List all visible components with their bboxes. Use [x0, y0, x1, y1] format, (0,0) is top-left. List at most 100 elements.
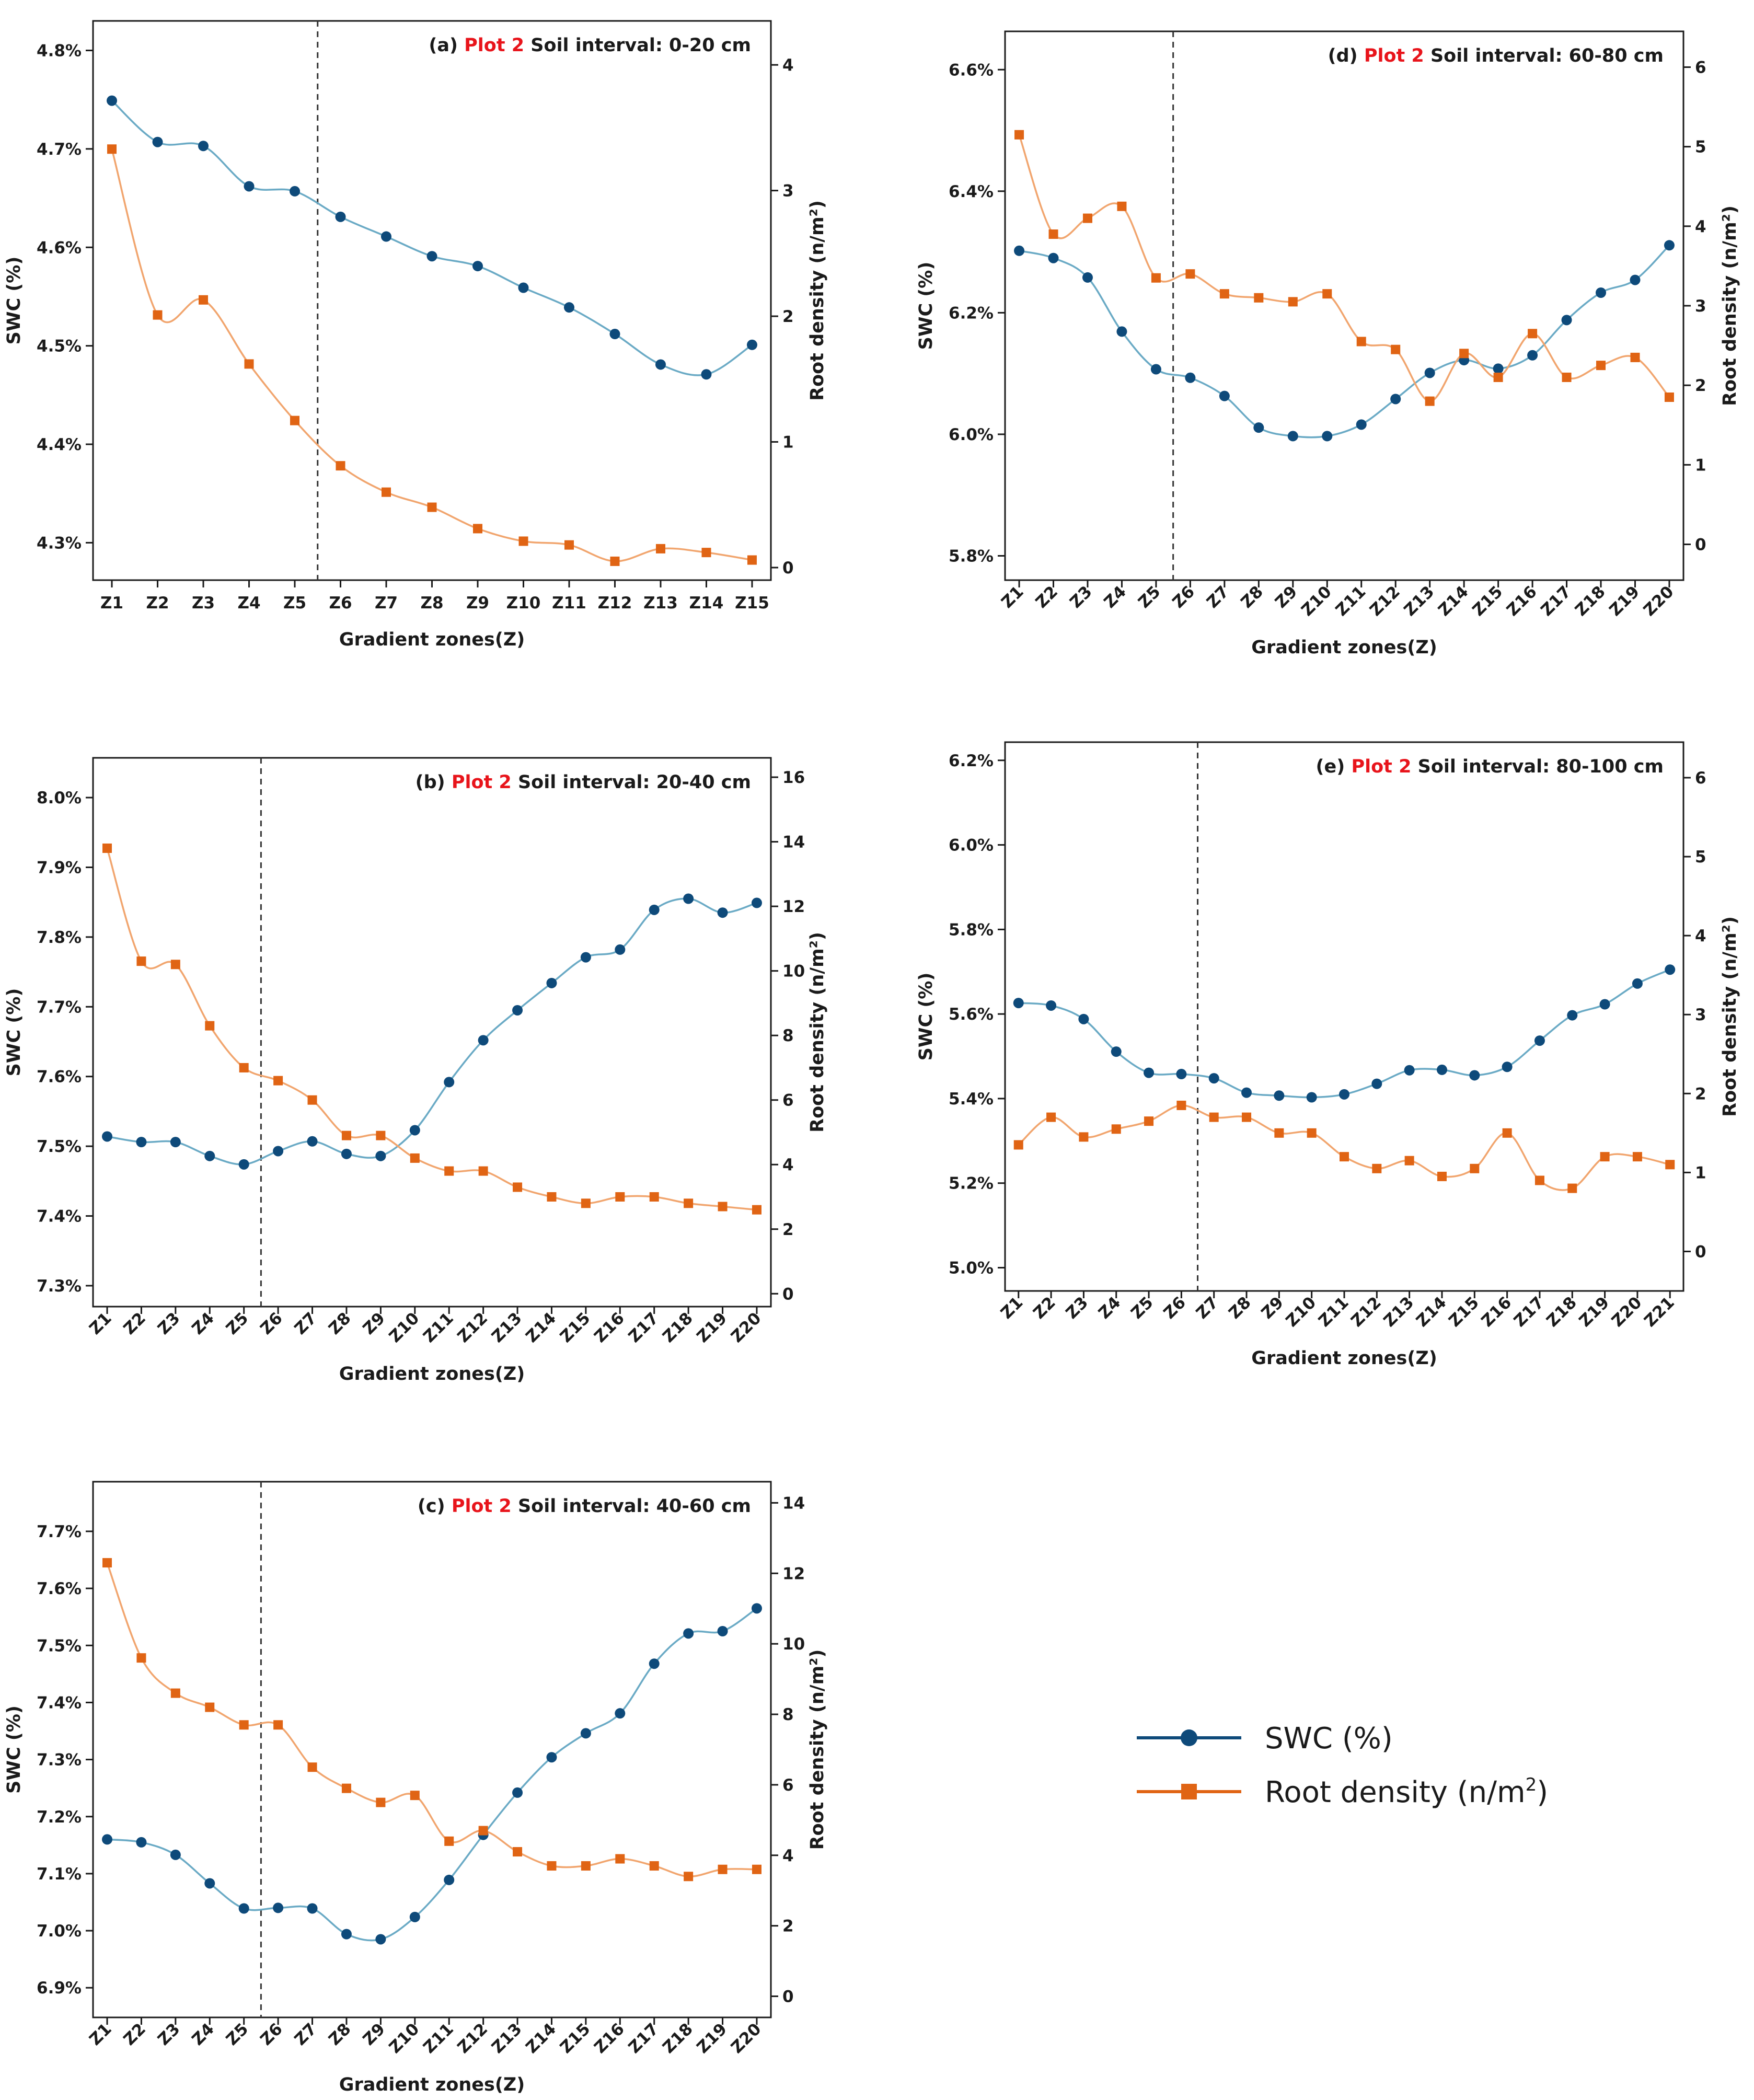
x-tick-label: Z19	[693, 1309, 731, 1346]
x-tick-label: Z1	[998, 582, 1028, 612]
root-density-point	[478, 1826, 488, 1836]
x-tick-label: Z2	[1032, 582, 1062, 612]
swc-point	[717, 907, 728, 918]
x-tick-label: Z2	[1030, 1293, 1059, 1323]
swc-point	[1596, 287, 1607, 298]
swc-point	[478, 1035, 489, 1046]
swc-point	[1665, 964, 1676, 975]
series-line	[106, 1562, 757, 1878]
x-tick-label: Z1	[997, 1293, 1027, 1323]
x-tick-label: Z17	[625, 2020, 663, 2057]
y-left-tick-label: 5.2%	[949, 1174, 994, 1193]
series-line	[106, 848, 757, 1211]
swc-point	[751, 1603, 762, 1614]
x-tick-label: Z7	[291, 2020, 321, 2049]
swc-point	[512, 1787, 523, 1798]
y-right-tick-label: 5	[1695, 848, 1706, 867]
y-right-tick-label: 6	[782, 1091, 794, 1110]
panel-title-suffix: Soil interval: 0-20 cm	[524, 35, 751, 56]
x-tick-label: Z8	[325, 2020, 355, 2049]
y-left-tick-label: 6.6%	[949, 61, 994, 79]
panel-title-suffix: Soil interval: 60-80 cm	[1424, 45, 1664, 66]
x-tick-label: Z11	[420, 2020, 457, 2057]
x-tick-label: Z4	[188, 1309, 218, 1339]
root-density-point	[1307, 1128, 1317, 1138]
swc-point	[1561, 315, 1572, 326]
swc-point	[375, 1934, 386, 1945]
y-right-tick-label: 0	[782, 1988, 794, 2006]
swc-point	[375, 1150, 386, 1161]
y-right-tick-label: 2	[1695, 376, 1706, 395]
swc-point	[273, 1902, 284, 1913]
swc-point	[546, 1752, 557, 1763]
x-tick-label: Z20	[1608, 1293, 1646, 1331]
x-tick-label: Z17	[625, 1309, 663, 1346]
y-right-tick-label: 0	[1695, 536, 1706, 555]
root-density-point	[239, 1720, 249, 1730]
y-right-tick-label: 0	[782, 1285, 794, 1303]
root-density-point	[581, 1198, 591, 1208]
y-right-tick-label: 2	[782, 1220, 794, 1239]
swc-point	[1078, 1013, 1089, 1024]
swc-point	[307, 1136, 318, 1147]
series-root-density	[107, 144, 757, 566]
y-left-tick-label: 6.0%	[949, 425, 994, 444]
series-line	[1018, 1104, 1670, 1191]
x-tick-label: Z5	[223, 2020, 252, 2049]
panel-title-suffix: Soil interval: 40-60 cm	[512, 1496, 751, 1517]
x-tick-label: Z17	[1537, 582, 1575, 620]
x-tick-label: Z20	[1640, 582, 1678, 620]
swc-point	[1493, 363, 1504, 374]
x-tick-label: Z18	[659, 2020, 697, 2057]
swc-point	[102, 1834, 113, 1845]
x-tick-label: Z12	[1366, 582, 1404, 620]
chart-panel-b: 7.3% 7.4% 7.5% 7.6% 7.7% 7.8% 7.9% 8.0% 0 2 4 6 8 10 1…	[4, 757, 828, 1384]
root-density-point	[1046, 1112, 1056, 1122]
panel-title-prefix: (a)	[429, 35, 464, 56]
swc-point	[1253, 422, 1264, 433]
x-tick-label: Z21	[1641, 1293, 1678, 1331]
swc-point	[409, 1911, 420, 1922]
series-line	[107, 1607, 757, 1942]
swc-point	[649, 1658, 660, 1669]
root-density-point	[1014, 130, 1024, 140]
legend-root-marker	[1181, 1784, 1197, 1799]
x-tick-label: Z15	[1469, 582, 1506, 620]
root-density-point	[1144, 1116, 1154, 1126]
swc-point	[1176, 1069, 1187, 1080]
y-right-tick-label: 2	[782, 307, 794, 326]
swc-point	[1306, 1092, 1317, 1103]
x-tick-label: Z13	[488, 2020, 526, 2057]
x-tick-label: Z19	[1606, 582, 1643, 620]
x-tick-label: Z6	[1160, 1293, 1190, 1323]
swc-point	[444, 1077, 455, 1088]
swc-point	[409, 1125, 420, 1136]
chart-panel-a: 4.3% 4.4% 4.5% 4.6% 4.7% 4.8% 0 1 2 3 4 Z1 Z2 Z3 Z4 Z5 Z…	[4, 20, 828, 650]
root-density-point	[239, 1063, 249, 1072]
series-line	[1018, 968, 1670, 1099]
y-right-tick-label: 16	[782, 768, 805, 787]
root-density-point	[170, 960, 180, 970]
y-right-tick-label: 3	[1695, 297, 1706, 316]
swc-point	[244, 181, 255, 192]
swc-point	[107, 95, 118, 106]
swc-point	[238, 1159, 249, 1170]
root-density-point	[102, 843, 112, 853]
y-right-tick-label: 6	[1695, 769, 1706, 788]
x-tick-label: Z6	[257, 1309, 286, 1339]
root-density-point	[427, 502, 437, 512]
x-tick-label: Z5	[1127, 1293, 1157, 1323]
root-density-point	[1528, 329, 1538, 339]
root-density-point	[376, 1130, 386, 1140]
y-left-axis-title: SWC (%)	[4, 988, 25, 1077]
x-tick-label: Z18	[659, 1309, 697, 1346]
series-swc	[102, 1603, 762, 1945]
swc-point	[1219, 390, 1230, 401]
swc-point	[204, 1878, 215, 1889]
root-density-point	[410, 1153, 420, 1163]
y-left-tick-label: 7.9%	[37, 858, 82, 877]
y-right-tick-label: 8	[782, 1705, 794, 1724]
y-right-axis-title: Root density (n/m²)	[1720, 916, 1740, 1117]
root-density-point	[1596, 361, 1606, 371]
root-density-point	[752, 1864, 761, 1874]
